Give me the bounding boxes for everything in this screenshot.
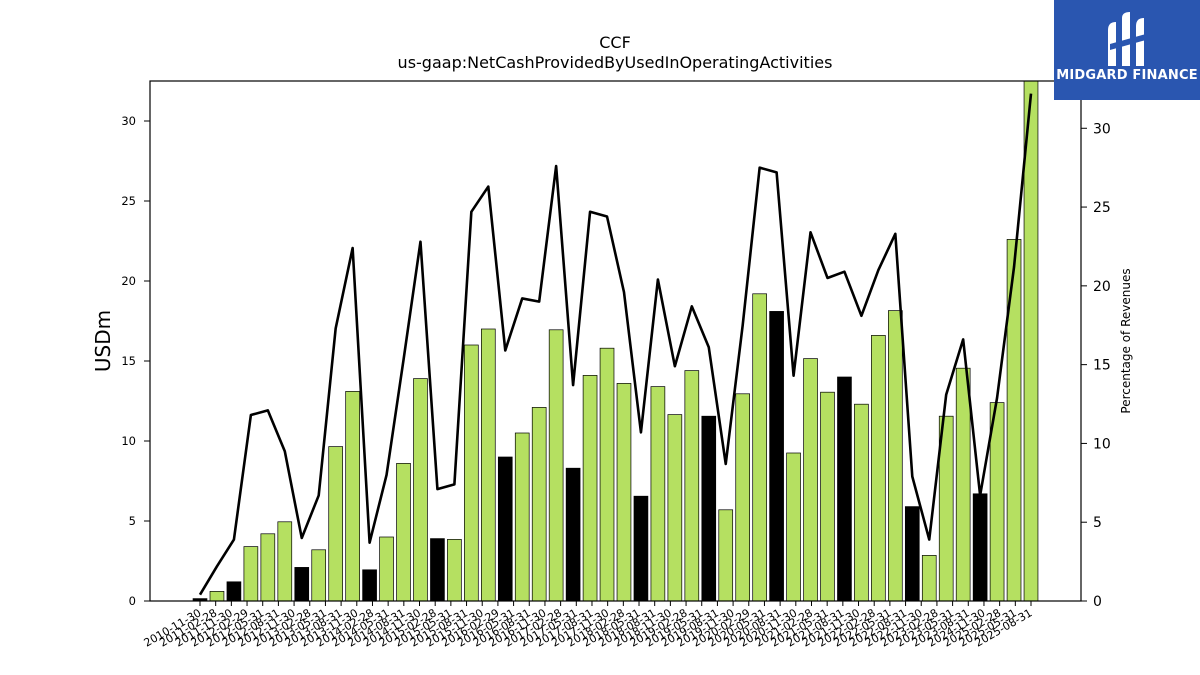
- y2-tick-label: 15: [1093, 358, 1111, 374]
- brand-logo: MIDGARD FINANCE: [1054, 0, 1200, 100]
- percentage-line: [198, 93, 1033, 596]
- bar: [786, 452, 801, 602]
- bar: [311, 549, 327, 602]
- bar: [362, 569, 377, 602]
- bar: [565, 467, 581, 602]
- y-tick-label: 10: [121, 434, 136, 448]
- x-axis-ticks: 2010-11-302011-02-282011-11-302012-02-29…: [142, 601, 1035, 650]
- y-tick-label: 20: [121, 274, 136, 288]
- bar: [888, 310, 903, 602]
- bar: [972, 493, 988, 602]
- bar: [379, 536, 394, 602]
- bar: [481, 328, 496, 602]
- bar: [582, 375, 598, 602]
- bar: [464, 344, 479, 602]
- y2-axis-label: Percentage of Revenues: [1119, 268, 1133, 413]
- bar: [820, 391, 835, 602]
- brand-name: MIDGARD FINANCE: [1056, 68, 1198, 83]
- bar: [904, 506, 920, 602]
- bar: [447, 539, 462, 602]
- bar: [684, 370, 700, 602]
- midgard-logo-icon: [1108, 12, 1146, 66]
- y-tick-label: 0: [129, 594, 136, 608]
- bar: [718, 509, 734, 602]
- bar: [396, 463, 411, 602]
- y-axis-ticks: 0 5 10 15 20 25 30: [121, 114, 150, 608]
- bar: [667, 414, 683, 602]
- y2-axis-ticks: 0 5 10 15 20 25 30: [1081, 121, 1111, 610]
- bar: [514, 432, 530, 602]
- bar: [769, 311, 784, 602]
- bar: [871, 335, 886, 602]
- bar: [531, 407, 547, 602]
- bar: [328, 446, 343, 602]
- y-tick-label: 5: [129, 514, 136, 528]
- plot-frame: [149, 80, 1082, 602]
- chart-subtitle: us-gaap:NetCashProvidedByUsedInOperating…: [398, 53, 833, 72]
- bar: [1023, 80, 1039, 602]
- bar: [345, 391, 360, 602]
- bar: [650, 386, 666, 602]
- y-axis-label: USDm: [91, 310, 115, 372]
- bar: [599, 347, 615, 602]
- bar: [548, 329, 564, 602]
- bar: [701, 415, 717, 602]
- bar: [294, 567, 310, 602]
- y2-tick-label: 0: [1093, 594, 1102, 610]
- bar: [854, 403, 869, 602]
- bar: [413, 378, 428, 602]
- chart-title: CCF: [599, 33, 631, 52]
- bar: [921, 555, 937, 602]
- y-tick-label: 25: [121, 194, 136, 208]
- bars-group: [192, 80, 1039, 602]
- line-group: [198, 93, 1033, 596]
- y2-tick-label: 30: [1093, 121, 1111, 137]
- bar: [752, 293, 767, 602]
- bar: [243, 546, 259, 602]
- bar: [226, 581, 242, 602]
- bar: [735, 393, 750, 602]
- bar: [837, 376, 852, 602]
- y2-tick-label: 25: [1093, 200, 1111, 216]
- bar: [497, 456, 513, 602]
- bar: [430, 538, 445, 602]
- y-tick-label: 15: [121, 354, 136, 368]
- bar: [803, 358, 818, 602]
- y2-tick-label: 5: [1093, 515, 1102, 531]
- bar: [955, 367, 971, 602]
- bar: [633, 495, 649, 602]
- y2-tick-label: 20: [1093, 279, 1111, 295]
- bar: [616, 383, 632, 602]
- bar: [209, 591, 225, 602]
- bar: [1006, 239, 1022, 602]
- y-tick-label: 30: [121, 114, 136, 128]
- bar: [277, 521, 293, 602]
- bar: [260, 533, 276, 602]
- y2-tick-label: 10: [1093, 436, 1111, 452]
